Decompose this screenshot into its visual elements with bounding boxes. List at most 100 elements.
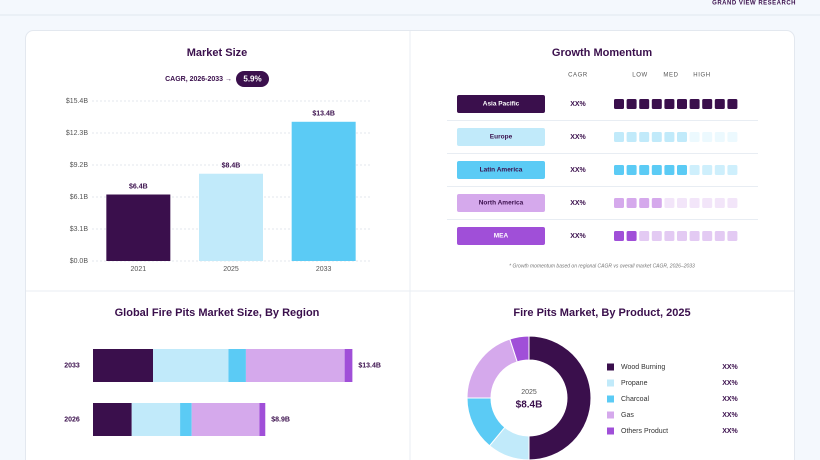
momentum-square	[677, 132, 687, 142]
momentum-square	[651, 231, 662, 241]
legend-label: Propane	[621, 380, 648, 387]
y-tick-label: $3.1B	[70, 226, 89, 233]
legend-label: Others Product	[621, 428, 668, 435]
region-label: Asia Pacific	[483, 101, 520, 108]
center-label: 2025	[521, 389, 537, 396]
value-label: $8.4B	[222, 163, 241, 170]
momentum-square	[677, 198, 687, 208]
x-tick-label: 2025	[223, 266, 239, 273]
momentum-square	[702, 231, 713, 241]
bar-segment	[344, 349, 353, 382]
category-label: 2033	[64, 362, 80, 369]
value-label: $6.4B	[129, 183, 148, 190]
legend-swatch	[607, 379, 614, 387]
momentum-square	[639, 99, 650, 109]
momentum-square	[664, 198, 675, 208]
momentum-square	[651, 132, 662, 142]
legend-value: XX%	[722, 428, 738, 435]
legend-swatch	[607, 427, 614, 435]
cagr-label: CAGR, 2026-2033 →	[165, 76, 232, 83]
legend-label: Gas	[621, 412, 634, 419]
momentum-square	[702, 165, 713, 175]
momentum-square	[639, 132, 650, 142]
legend-label: Charcoal	[621, 396, 649, 403]
legend-swatch	[607, 395, 614, 403]
total-label: $8.9B	[271, 416, 290, 423]
momentum-square	[702, 198, 713, 208]
cagr-value: 5.9%	[243, 75, 261, 84]
momentum-square	[626, 99, 637, 109]
momentum-square	[614, 198, 624, 208]
y-tick-label: $0.0B	[70, 258, 89, 265]
momentum-square	[702, 132, 713, 142]
momentum-square	[614, 165, 624, 175]
total-label: $13.4B	[358, 362, 381, 369]
momentum-square	[639, 165, 650, 175]
momentum-square	[664, 132, 675, 142]
momentum-square	[664, 231, 675, 241]
momentum-square	[614, 132, 624, 142]
momentum-square	[639, 231, 650, 241]
legend-value: XX%	[722, 412, 738, 419]
bar	[199, 173, 263, 261]
legend-swatch	[607, 411, 614, 419]
bar-segment	[228, 349, 246, 382]
region-pill	[457, 128, 545, 146]
column-header: CAGR	[568, 73, 588, 79]
legend-swatch	[607, 363, 614, 371]
region-label: MEA	[494, 233, 509, 240]
region-label: Europe	[490, 134, 513, 141]
bar	[106, 194, 171, 261]
momentum-square	[714, 165, 725, 175]
cagr-value: XX%	[570, 233, 586, 240]
category-label: 2026	[64, 416, 80, 423]
region-label: North America	[479, 200, 524, 207]
momentum-square	[677, 231, 687, 241]
cagr-value: XX%	[570, 167, 586, 174]
momentum-square	[714, 99, 725, 109]
region-pill	[457, 161, 545, 179]
momentum-square	[626, 132, 637, 142]
y-tick-label: $12.3B	[66, 130, 89, 137]
momentum-square	[689, 198, 700, 208]
y-tick-label: $6.1B	[70, 194, 89, 201]
momentum-square	[727, 99, 738, 109]
cagr-pill	[236, 71, 269, 87]
column-header: MED	[663, 73, 678, 79]
momentum-square	[714, 132, 725, 142]
bar-segment	[180, 403, 192, 436]
x-tick-label: 2021	[131, 266, 147, 273]
bar-segment	[93, 403, 132, 436]
momentum-square	[626, 198, 637, 208]
momentum-square	[702, 99, 713, 109]
momentum-square	[689, 132, 700, 142]
bar-segment	[131, 403, 181, 436]
y-tick-label: $15.4B	[66, 98, 89, 105]
bar-segment	[259, 403, 266, 436]
column-header: LOW	[632, 73, 647, 79]
cagr-value: XX%	[570, 134, 586, 141]
legend-value: XX%	[722, 380, 738, 387]
momentum-square	[714, 231, 725, 241]
bar-segment	[153, 349, 229, 382]
region-pill	[457, 95, 545, 113]
legend-label: Wood Burning	[621, 364, 665, 371]
cagr-value: XX%	[570, 101, 586, 108]
momentum-square	[651, 165, 662, 175]
column-header: HIGH	[693, 73, 710, 79]
legend-value: XX%	[722, 364, 738, 371]
momentum-square	[689, 99, 700, 109]
momentum-square	[727, 198, 738, 208]
momentum-square	[626, 231, 637, 241]
momentum-square	[727, 132, 738, 142]
momentum-square	[677, 165, 687, 175]
chart-title: Growth Momentum	[552, 47, 652, 59]
cagr-value: XX%	[570, 200, 586, 207]
value-label: $13.4B	[312, 111, 335, 118]
momentum-square	[677, 99, 687, 109]
bar	[291, 121, 356, 261]
momentum-square	[614, 231, 624, 241]
momentum-square	[651, 99, 662, 109]
legend-value: XX%	[722, 396, 738, 403]
